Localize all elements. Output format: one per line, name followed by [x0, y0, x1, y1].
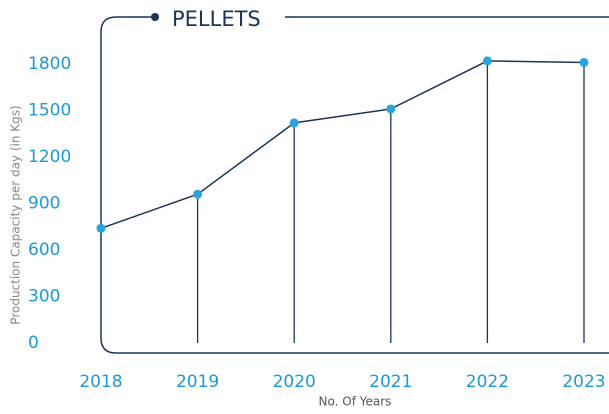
- x-tick-label: 2020: [273, 372, 316, 392]
- point: [386, 104, 396, 114]
- series-line: [100, 60, 585, 230]
- x-tick-label: 2019: [176, 372, 219, 392]
- title-dot: [151, 13, 159, 21]
- y-tick-label: 300: [28, 287, 60, 307]
- frame: [100, 16, 609, 354]
- y-tick-label: 600: [28, 240, 60, 260]
- point: [96, 223, 106, 233]
- x-axis-label: No. Of Years: [319, 395, 392, 409]
- y-tick-label: 1200: [28, 147, 71, 167]
- y-tick-label: 900: [28, 194, 60, 214]
- y-axis-label: Production Capacity per day (in Kgs): [9, 105, 23, 324]
- x-tick-label: 2022: [466, 372, 509, 392]
- point: [193, 189, 203, 199]
- x-tick-label: 2018: [79, 372, 122, 392]
- point: [289, 118, 299, 128]
- x-tick-label: 2021: [369, 372, 412, 392]
- x-tick-label: 2023: [562, 372, 605, 392]
- y-tick-label: 1800: [28, 54, 71, 74]
- point: [482, 56, 492, 66]
- point: [579, 57, 589, 67]
- chart-title: PELLETS: [172, 7, 261, 31]
- y-tick-label: 1500: [28, 101, 71, 121]
- y-tick-label: 0: [28, 333, 39, 353]
